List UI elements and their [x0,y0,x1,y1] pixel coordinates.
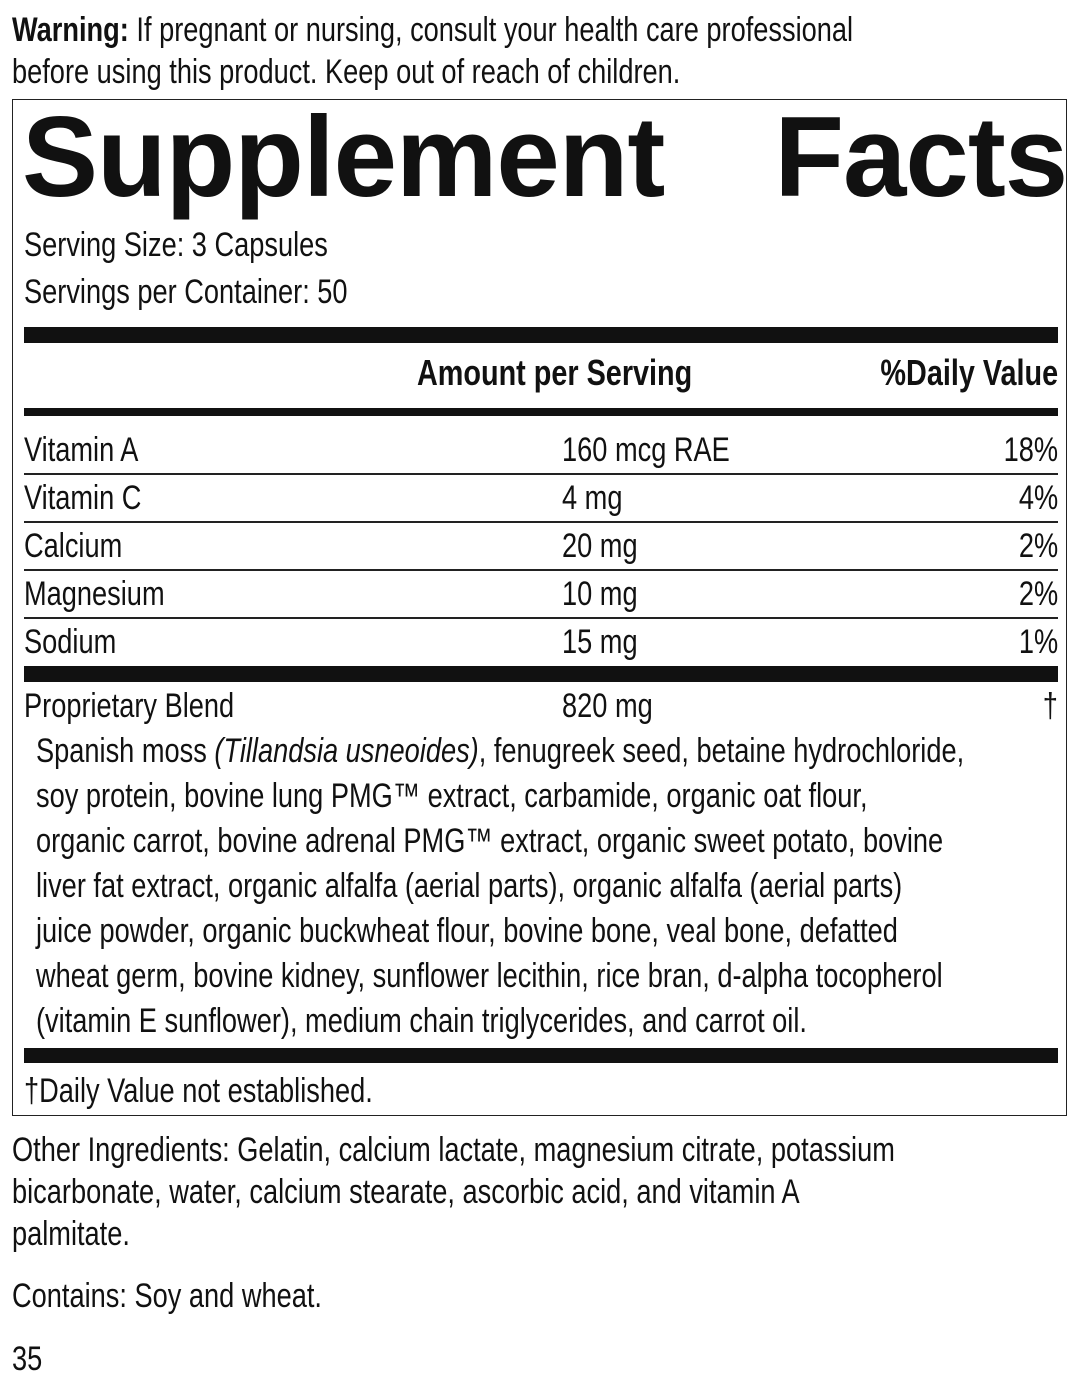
row-divider [24,569,1058,571]
nutrient-daily-value: 1% [1018,623,1058,661]
thick-divider [24,1048,1058,1063]
nutrient-name: Vitamin C [24,479,142,517]
medium-divider [24,408,1058,416]
blend-amount: 820 mg [562,687,653,725]
nutrient-amount: 10 mg [562,575,638,613]
page-number: 35 [12,1340,43,1378]
nutrient-name: Magnesium [24,575,165,613]
blend-ingredients-line: Spanish moss (Tillandsia usneoides), fen… [36,732,965,770]
nutrient-amount: 20 mg [562,527,638,565]
blend-ingredients-line: liver fat extract, organic alfalfa (aeri… [36,867,903,905]
warning-label: Warning: [12,11,129,49]
nutrient-amount: 4 mg [562,479,623,517]
footnote: †Daily Value not established. [24,1072,373,1110]
header-amount: Amount per Serving [417,352,693,393]
row-divider [24,617,1058,619]
blend-ingredients-line: juice powder, organic buckwheat flour, b… [36,912,898,950]
warning-line-1: Warning: If pregnant or nursing, consult… [12,10,853,50]
blend-name: Proprietary Blend [24,687,235,725]
row-divider [24,521,1058,523]
nutrient-name: Vitamin A [24,431,139,469]
warning-line-2: before using this product. Keep out of r… [12,53,681,91]
other-ingredients-line: palmitate. [12,1215,130,1253]
blend-dagger: † [1042,687,1058,725]
header-daily-value: %Daily Value [880,352,1058,393]
nutrient-amount: 160 mcg RAE [562,431,730,469]
blend-ingredients-line: soy protein, bovine lung PMG™ extract, c… [36,777,868,815]
allergen-statement: Contains: Soy and wheat. [12,1277,322,1315]
blend-ingredients-line: (vitamin E sunflower), medium chain trig… [36,1002,807,1040]
thick-divider [24,666,1058,682]
servings-per-container: Servings per Container: 50 [24,273,348,311]
nutrient-name: Calcium [24,527,123,565]
supplement-facts-panel [12,99,1067,1116]
nutrient-amount: 15 mg [562,623,638,661]
nutrient-daily-value: 4% [1018,479,1058,517]
other-ingredients-line: bicarbonate, water, calcium stearate, as… [12,1173,800,1211]
panel-title: Supplement Facts [22,94,1068,221]
blend-ingredients-line: wheat germ, bovine kidney, sunflower lec… [36,957,943,995]
other-ingredients-line: Other Ingredients: Gelatin, calcium lact… [12,1131,895,1169]
nutrient-daily-value: 2% [1018,527,1058,565]
nutrient-name: Sodium [24,623,117,661]
nutrient-daily-value: 18% [1003,431,1058,469]
row-divider [24,473,1058,475]
blend-ingredients-line: organic carrot, bovine adrenal PMG™ extr… [36,822,944,860]
warning-text: If pregnant or nursing, consult your hea… [136,11,854,49]
thick-divider [24,327,1058,343]
serving-size: Serving Size: 3 Capsules [24,226,328,264]
nutrient-daily-value: 2% [1018,575,1058,613]
